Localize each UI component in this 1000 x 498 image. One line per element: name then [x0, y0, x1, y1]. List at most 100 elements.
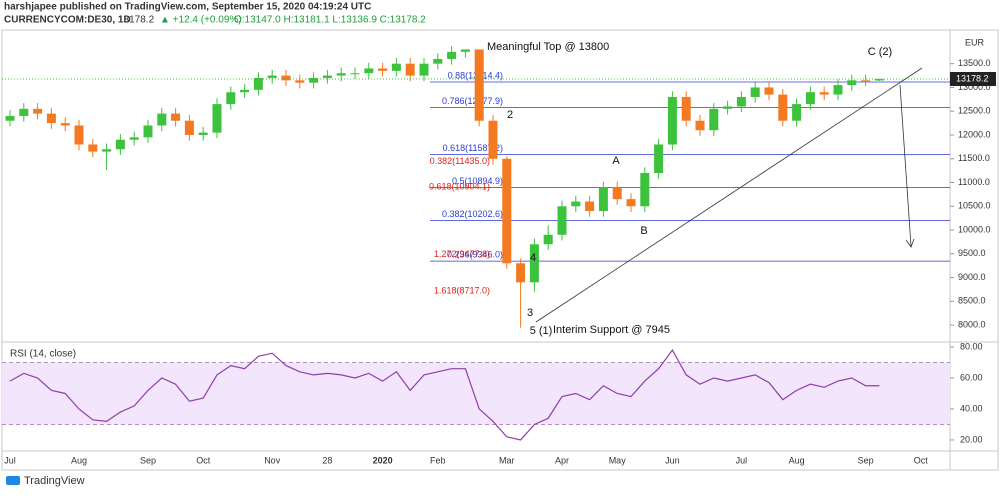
x-tick-label: Oct: [914, 455, 929, 465]
extension-label: 0.382(11435.0): [430, 156, 490, 166]
wave-annotation: C (2): [868, 46, 892, 58]
x-tick-label: Jun: [665, 455, 680, 465]
candle-body: [19, 108, 29, 116]
candle-body: [819, 92, 829, 95]
candle-body: [598, 187, 608, 212]
rsi-tick-label: 20.00: [960, 434, 983, 444]
candle-body: [874, 78, 884, 81]
ohlc: O:13147.0 H:13181.1 L:13136.9 C:13178.2: [234, 15, 426, 26]
x-tick-label: 28: [322, 455, 332, 465]
fib-label: 0.5(10894.9): [452, 176, 503, 186]
x-tick-label: Apr: [555, 455, 569, 465]
rsi-band: [2, 362, 950, 425]
rsi-label: RSI (14, close): [10, 349, 76, 360]
candle-body: [502, 158, 512, 264]
last-price: 13178.2: [118, 15, 155, 26]
candle-body: [433, 58, 443, 64]
candle-body: [281, 75, 291, 81]
candle-body: [60, 123, 70, 126]
candle-body: [405, 63, 415, 76]
candle-body: [309, 77, 319, 83]
candle-body: [626, 199, 636, 207]
candle-body: [833, 85, 843, 95]
candle-body: [736, 96, 746, 107]
frame: [1, 29, 999, 471]
candle-body: [391, 63, 401, 71]
y-tick-label: 8500.0: [958, 296, 986, 306]
candle-body: [543, 234, 553, 245]
rsi-tick-label: 80.00: [960, 341, 983, 351]
x-tick-label: May: [609, 455, 627, 465]
candle-body: [295, 80, 305, 83]
y-tick-label: 8000.0: [958, 319, 986, 329]
candle-body: [184, 120, 194, 135]
wave-annotation: 3: [527, 307, 533, 319]
x-tick-label: Mar: [499, 455, 515, 465]
candle-body: [612, 187, 622, 200]
candle-body: [723, 106, 733, 109]
wave-annotation: Interim Support @ 7945: [553, 324, 670, 336]
candle-body: [336, 73, 346, 76]
symbol: CURRENCYCOM:DE30, 1D: [4, 15, 131, 26]
candle-body: [240, 89, 250, 93]
fib-label: 0.618(11587.2): [443, 143, 503, 153]
candle-body: [681, 96, 691, 121]
extension-label: 1.618(8717.0): [434, 285, 490, 295]
candle-body: [267, 75, 277, 78]
candle-body: [447, 51, 457, 59]
y-tick-label: 13500.0: [958, 58, 991, 68]
candle-body: [33, 108, 43, 114]
candle-body: [585, 201, 595, 212]
y-tick-label: 9500.0: [958, 248, 986, 258]
x-tick-label: Sep: [858, 455, 874, 465]
wave-annotation: A: [612, 155, 620, 167]
candle-body: [253, 77, 263, 90]
candle-body: [115, 139, 125, 150]
x-tick-label: Aug: [789, 455, 805, 465]
candle-body: [488, 120, 498, 159]
arrow-head: [905, 238, 915, 248]
fib-label: 0.236(9346.0): [447, 249, 503, 259]
candle-body: [46, 113, 56, 124]
trend-line: [535, 67, 923, 323]
candle-body: [226, 92, 236, 105]
candle-body: [322, 75, 332, 78]
x-tick-label: Feb: [430, 455, 446, 465]
currency: EUR: [965, 37, 985, 47]
candle-body: [764, 87, 774, 95]
candle-body: [709, 108, 719, 131]
candle-body: [861, 80, 871, 82]
change: ▲ +12.4 (+0.09%): [160, 15, 242, 26]
candle-body: [460, 49, 470, 52]
fib-label: 0.786(12577.9): [442, 96, 503, 106]
x-tick-label: Jul: [736, 455, 748, 465]
candle-body: [557, 206, 567, 235]
x-tick-label: Sep: [140, 455, 156, 465]
rsi-tick-label: 60.00: [960, 372, 983, 382]
candle-body: [750, 87, 760, 97]
candle-body: [378, 68, 388, 71]
x-tick-label: Jul: [4, 455, 16, 465]
wave-annotation: 4: [530, 252, 536, 264]
wave-annotation: Meaningful Top @ 13800: [487, 41, 609, 53]
candle-body: [695, 120, 705, 131]
wave-annotation: 5 (1): [530, 325, 553, 337]
candle-body: [198, 132, 208, 135]
price-tag: [950, 71, 996, 86]
candle-body: [74, 125, 84, 145]
candle-body: [88, 144, 98, 152]
candle-body: [171, 113, 181, 121]
publisher: harshjapee published on TradingView.com,…: [4, 2, 371, 13]
y-tick-label: 12000.0: [958, 129, 991, 139]
candle-body: [847, 80, 857, 86]
y-tick-label: 9000.0: [958, 272, 986, 282]
candle-body: [571, 201, 581, 207]
x-tick-label: Nov: [264, 455, 281, 465]
candle-body: [778, 94, 788, 121]
candle-body: [143, 125, 153, 138]
candle-body: [529, 244, 539, 283]
candle-body: [364, 68, 374, 74]
x-tick-label: Oct: [196, 455, 211, 465]
y-tick-label: 12500.0: [958, 106, 991, 116]
